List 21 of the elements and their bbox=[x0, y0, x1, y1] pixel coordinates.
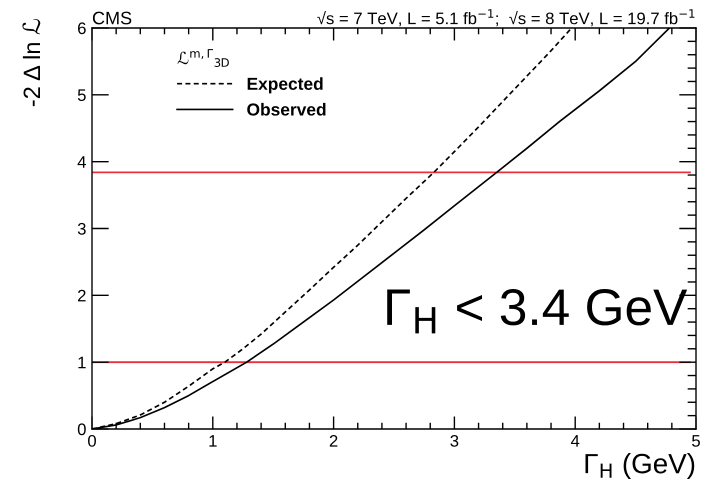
x-tick-label: 1 bbox=[209, 435, 217, 447]
x-tick-label: 5 bbox=[692, 435, 700, 447]
y-tick-label: 0 bbox=[78, 423, 86, 436]
chart-title: CMS bbox=[92, 12, 132, 24]
x-axis-title: Γ$_{H}$ (GeV) bbox=[586, 453, 694, 479]
y-tick-label: 3 bbox=[78, 222, 86, 235]
y-axis-title: -2 Δ ln ℒ bbox=[22, 18, 40, 106]
annotation: Γ$_{H}$ < 3.4 GeV bbox=[387, 289, 688, 334]
x-tick-label: 4 bbox=[570, 435, 580, 447]
y-tick-label: 5 bbox=[78, 89, 86, 102]
y-tick-label: 2 bbox=[78, 290, 86, 302]
chart-subtitle: √s = 7 TeV, L = 5.1 fb$^{−1}$; √s = 8 TeV, L = 19.7 fb$^{−1}$ bbox=[317, 9, 694, 26]
legend-title: ℒ$^{m,Γ}$$_{3D}$ bbox=[178, 49, 229, 67]
x-tick-label: 2 bbox=[330, 434, 338, 447]
x-tick-label: 0 bbox=[88, 434, 96, 447]
y-tick-label: 1 bbox=[78, 356, 86, 368]
y-tick-label: 6 bbox=[78, 22, 86, 34]
legend-label: Observed bbox=[247, 102, 326, 116]
y-tick-label: 4 bbox=[78, 156, 86, 168]
legend-label: Expected bbox=[248, 77, 323, 94]
x-tick-label: 3 bbox=[450, 434, 458, 447]
